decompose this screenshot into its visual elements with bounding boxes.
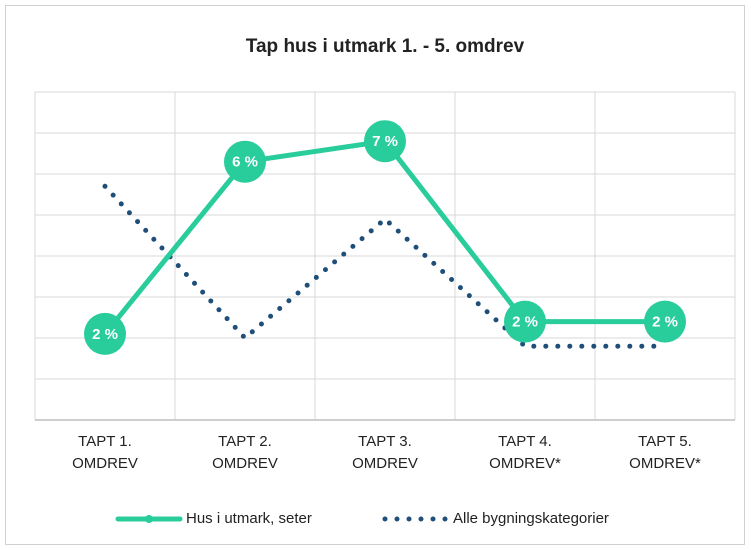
x-tick-label: TAPT 1. OMDREV: [72, 433, 138, 472]
data-label: 7 %: [372, 133, 398, 150]
legend-marker: [145, 515, 153, 523]
legend-label: Hus i utmark, seter: [186, 510, 312, 527]
x-tick-label: TAPT 4. OMDREV*: [489, 433, 561, 472]
x-tick-label: TAPT 5. OMDREV*: [629, 433, 701, 472]
x-tick-label: TAPT 3. OMDREV: [352, 433, 418, 472]
series-line: [102, 183, 668, 349]
data-point: [364, 120, 406, 163]
data-label: 2 %: [92, 326, 118, 343]
data-label: 2 %: [512, 314, 538, 331]
data-point: [84, 312, 126, 355]
data-label: 2 %: [652, 314, 678, 331]
chart-border: [5, 5, 745, 545]
legend-label: Alle bygningskategorier: [453, 510, 609, 527]
x-tick-label: TAPT 2. OMDREV: [212, 433, 278, 472]
data-point: [224, 140, 266, 183]
data-point: [504, 300, 546, 343]
data-label: 6 %: [232, 154, 258, 171]
chart-title: Tap hus i utmark 1. - 5. omdrev: [246, 36, 525, 57]
data-point: [644, 300, 686, 343]
